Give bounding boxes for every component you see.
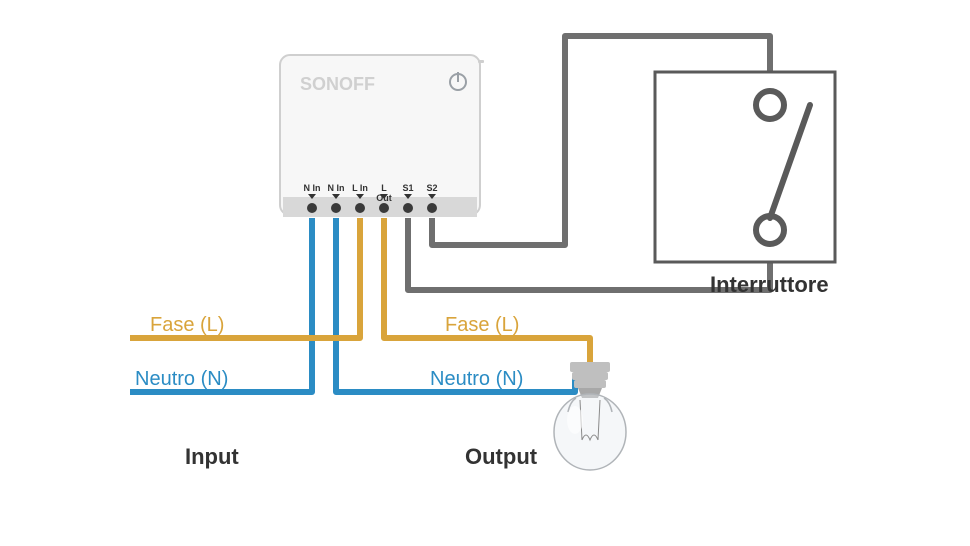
bulb-socket-ring1 xyxy=(570,362,610,372)
bulb-highlight xyxy=(567,406,583,434)
label-switch: Interruttore xyxy=(710,272,829,298)
label-output: Output xyxy=(465,444,537,470)
wiring-diagram: SONOFF N InN InL InL OutS1S2 Fase (L) Ne… xyxy=(0,0,970,546)
label-input: Input xyxy=(185,444,239,470)
bulb-socket-ring3 xyxy=(574,380,606,388)
bulb-glass xyxy=(554,394,626,470)
label-fase-out: Fase (L) xyxy=(445,314,519,337)
label-neutro-in: Neutro (N) xyxy=(135,368,228,391)
label-fase-in: Fase (L) xyxy=(150,314,224,337)
label-neutro-out: Neutro (N) xyxy=(430,368,523,391)
bulb-socket-ring2 xyxy=(572,372,608,380)
